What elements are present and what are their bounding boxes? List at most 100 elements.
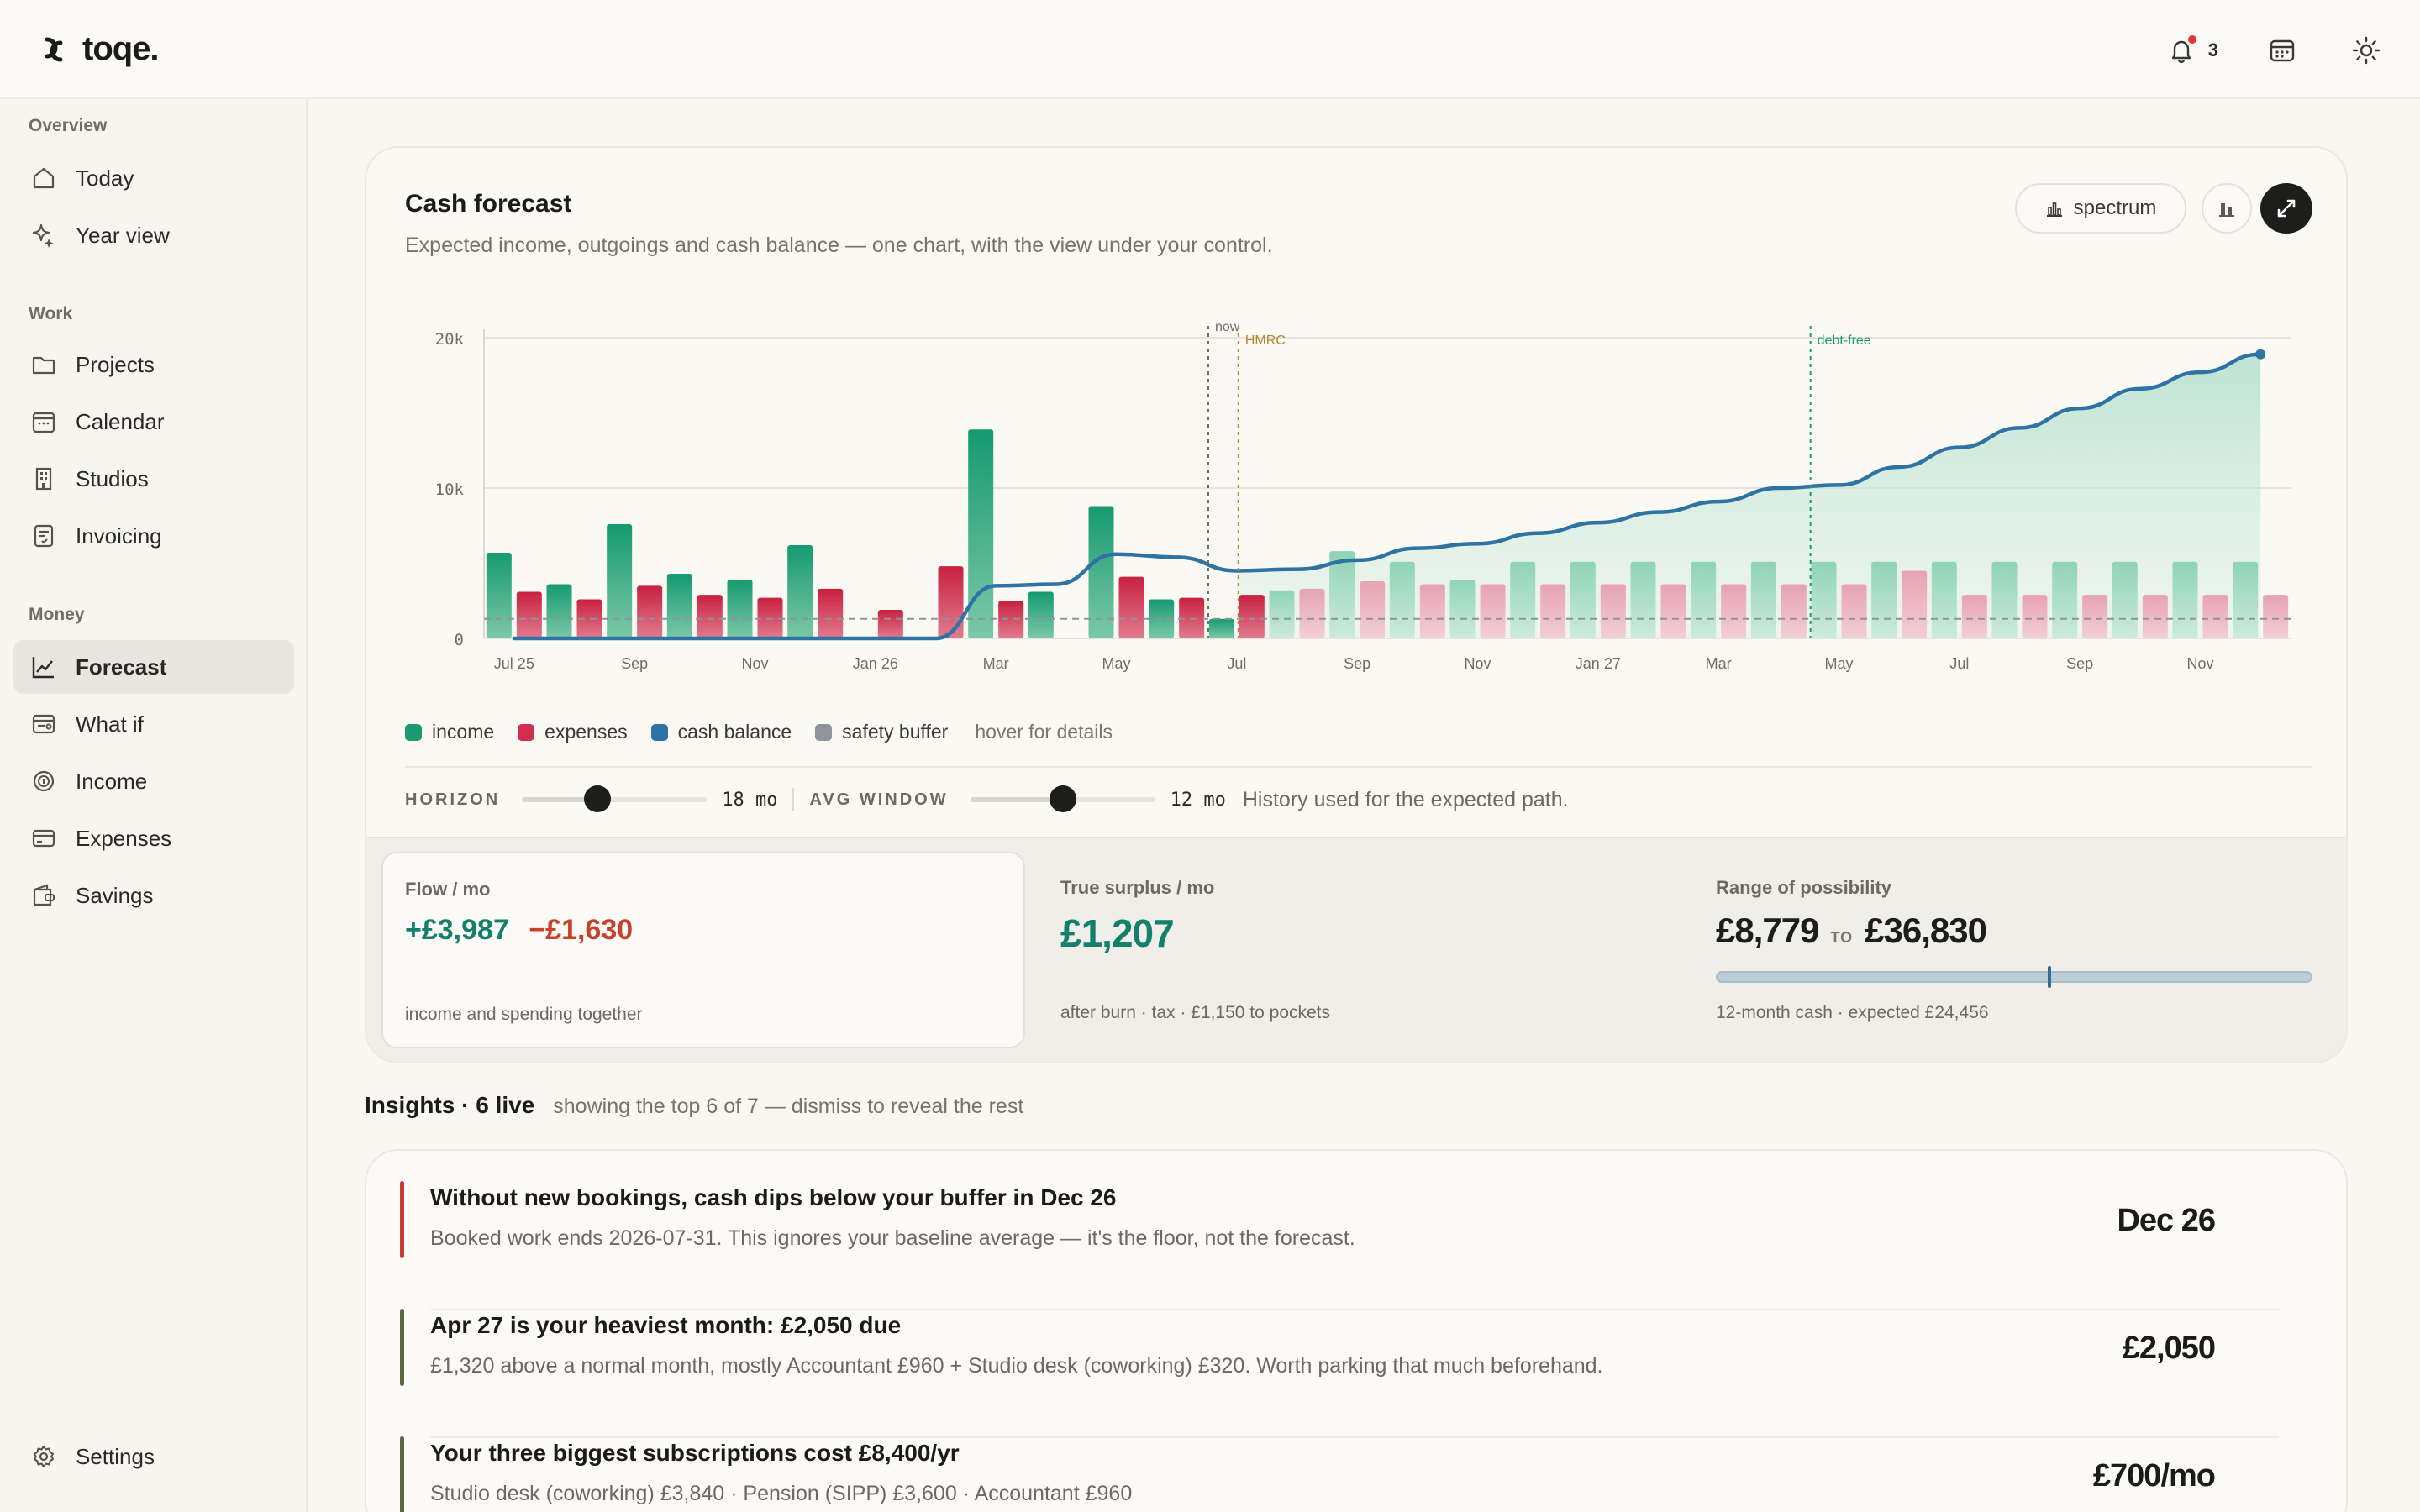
sidebar-item-savings[interactable]: Savings (13, 869, 294, 922)
notification-dot (2186, 34, 2198, 45)
range-bar (1716, 966, 2312, 988)
avg-window-slider[interactable] (970, 785, 1155, 812)
sidebar-item-forecast[interactable]: Forecast (13, 640, 294, 694)
expense-bar (1540, 584, 1566, 638)
x-tick-label: May (1824, 655, 1853, 672)
legend-income[interactable]: income (405, 721, 494, 743)
legend-cash-balance[interactable]: cash balance (650, 721, 792, 743)
expense-bar (998, 601, 1024, 638)
range-stat: Range of possibility £8,779 TO £36,830 1… (1694, 852, 2333, 1048)
insight-divider (430, 1436, 2279, 1438)
expense-bar (1299, 588, 1325, 638)
avg-window-value: 12 mo (1170, 789, 1226, 811)
sun-icon (2352, 36, 2381, 65)
income-bar (1149, 599, 1175, 638)
forecast-controls: HORIZON 18 mo AVG WINDOW 12 mo History u… (405, 771, 1569, 828)
sidebar-item-what-if[interactable]: What if (13, 697, 294, 751)
legend-label: safety buffer (842, 721, 949, 743)
x-tick-label: Mar (1706, 655, 1732, 672)
flow-label: Flow / mo (405, 879, 491, 900)
legend-safety-buffer[interactable]: safety buffer (815, 721, 948, 743)
calendar-toggle-button[interactable] (2262, 30, 2302, 71)
income-bar (1088, 506, 1114, 638)
income-bar (727, 580, 753, 638)
sidebar-item-projects[interactable]: Projects (13, 338, 294, 391)
app-name: toqe. (82, 30, 160, 67)
cash-forecast-card: Cash forecast Expected income, outgoings… (365, 146, 2348, 1063)
expense-bar (818, 588, 844, 638)
card-subtitle: Expected income, outgoings and cash bala… (405, 234, 1273, 257)
x-tick-label: Sep (2066, 655, 2093, 672)
horizon-slider-knob[interactable] (584, 785, 612, 812)
expense-bar (576, 599, 602, 638)
insight-item[interactable]: Apr 27 is your heaviest month: £2,050 du… (400, 1309, 2316, 1438)
expense-bar (1239, 595, 1265, 638)
income-bar (1389, 561, 1415, 638)
sidebar-item-invoicing[interactable]: Invoicing (13, 509, 294, 563)
sidebar-item-income[interactable]: Income (13, 754, 294, 808)
invoice-icon (34, 524, 54, 548)
flow-income: +£3,987 (405, 914, 509, 946)
insight-item[interactable]: Without new bookings, cash dips below yo… (400, 1181, 2316, 1310)
expense-bar (1961, 595, 1987, 638)
x-tick-label: Jan 27 (1576, 655, 1621, 672)
forecast-stats: Flow / mo +£3,987 −£1,630 income and spe… (366, 837, 2346, 1062)
notification-count: 3 (2207, 39, 2218, 60)
sidebar-item-label: Settings (76, 1443, 155, 1469)
expense-bar (2202, 595, 2228, 638)
sidebar-item-year-view[interactable]: Year view (13, 208, 294, 262)
sidebar-item-label: Calendar (76, 408, 165, 434)
expand-button[interactable] (2260, 183, 2312, 234)
legend-expenses[interactable]: expenses (518, 721, 628, 743)
sidebar-item-calendar[interactable]: Calendar (13, 395, 294, 449)
sidebar-item-today[interactable]: Today (13, 151, 294, 205)
building-icon (35, 467, 52, 491)
chart-legend: income expenses cash balance safety buff… (405, 721, 1113, 743)
income-bar (1028, 591, 1054, 638)
surplus-label: True surplus / mo (1060, 877, 1215, 898)
avg-window-slider-fill (970, 797, 1063, 802)
insight-title: Apr 27 is your heaviest month: £2,050 du… (430, 1312, 902, 1338)
avg-window-slider-knob[interactable] (1049, 785, 1076, 812)
whatif-icon (32, 714, 55, 734)
card-title: Cash forecast (405, 190, 572, 218)
insight-severity-bar (400, 1181, 404, 1258)
expense-bar (1419, 584, 1445, 638)
expand-icon (2277, 199, 2296, 218)
sidebar-item-expenses[interactable]: Expenses (13, 811, 294, 865)
theme-toggle-button[interactable] (2346, 30, 2386, 71)
expense-bar (2263, 595, 2289, 638)
cash-balance-swatch (650, 723, 668, 741)
expense-bar (1600, 584, 1626, 638)
annotation-label: debt-free (1818, 333, 1871, 348)
sidebar-item-label: Forecast (76, 654, 167, 680)
forecast-chart[interactable]: 0 10k 20k now HMRC debt-free Jul 25 Sep Nov Jan 2… (405, 312, 2312, 707)
sidebar-item-studios[interactable]: Studios (13, 452, 294, 506)
calendar-icon (32, 412, 55, 433)
top-bar: toqe. 3 (0, 0, 2420, 99)
spectrum-button[interactable]: spectrum (2015, 183, 2186, 234)
range-label: Range of possibility (1716, 877, 1892, 898)
section-label-money: Money (29, 605, 85, 624)
surplus-foot: after burn · tax · £1,150 to pockets (1060, 1003, 1331, 1022)
divider (405, 766, 2312, 768)
bars-view-button[interactable] (2202, 183, 2252, 234)
bars-icon (2219, 203, 2234, 217)
sidebar-item-settings[interactable]: Settings (13, 1430, 294, 1483)
sidebar-item-label: Studios (76, 465, 149, 491)
flow-stat[interactable]: Flow / mo +£3,987 −£1,630 income and spe… (381, 852, 1025, 1048)
income-bar (1630, 561, 1656, 638)
folder-icon (32, 356, 55, 375)
income-bar (1750, 561, 1776, 638)
x-tick-label: May (1102, 655, 1130, 672)
expenses-swatch (518, 723, 535, 741)
section-label-work: Work (29, 304, 73, 323)
horizon-slider[interactable] (522, 785, 708, 812)
y-tick-label: 20k (435, 330, 465, 349)
app-logo[interactable]: toqe. (37, 30, 160, 68)
insight-item[interactable]: Your three biggest subscriptions cost £8… (400, 1436, 2316, 1512)
insight-severity-bar (400, 1309, 404, 1386)
horizon-label: HORIZON (405, 790, 501, 809)
range-foot: 12-month cash · expected £24,456 (1716, 1003, 1989, 1022)
notifications-button[interactable]: 3 (2161, 30, 2218, 71)
